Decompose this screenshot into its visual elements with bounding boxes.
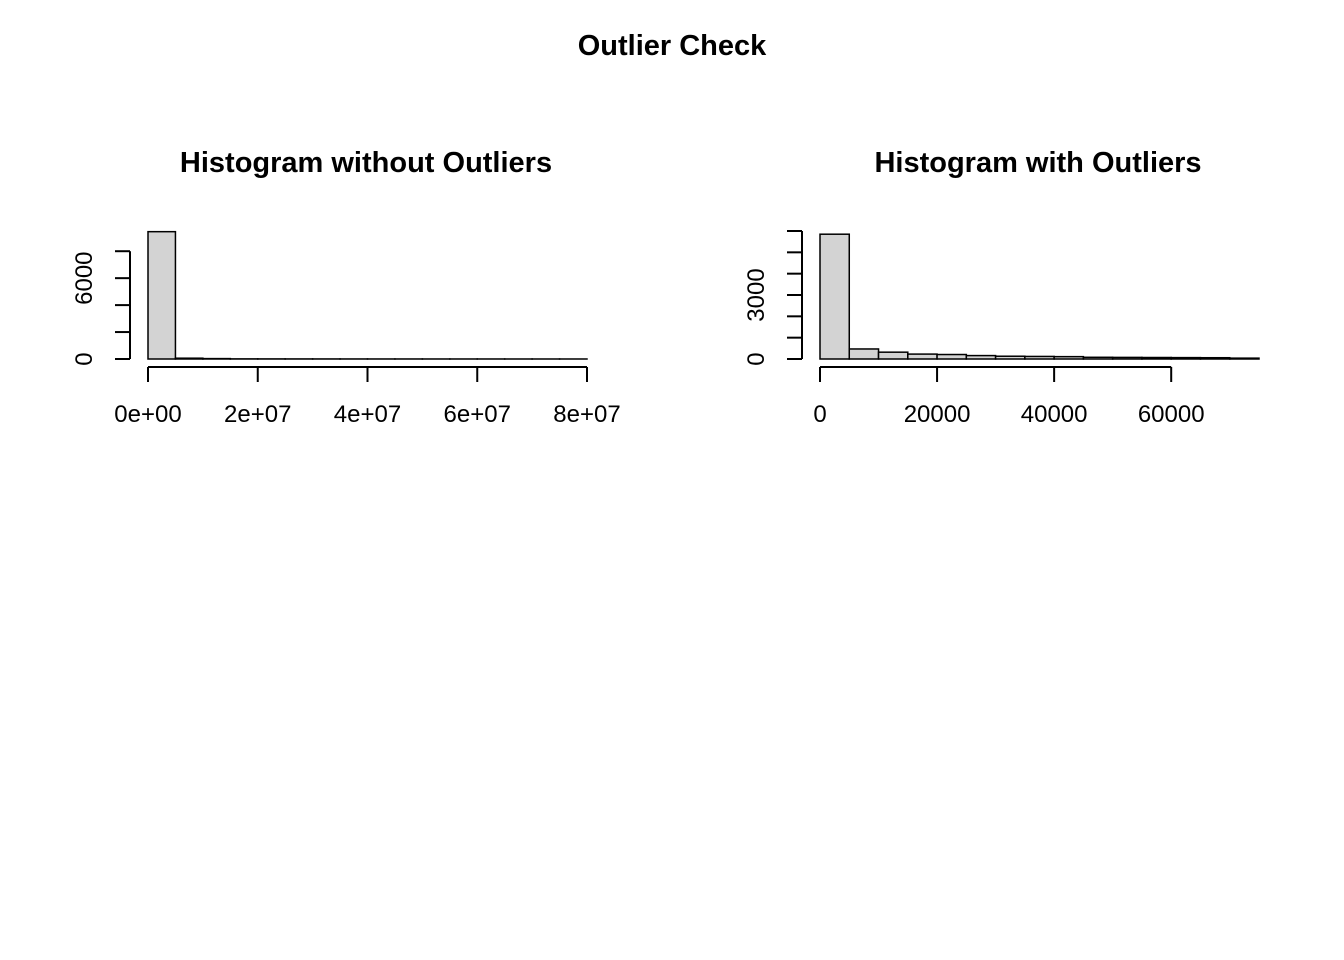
figure-title: Outlier Check: [577, 30, 767, 62]
right-x-tick-label: 60000: [1138, 401, 1205, 428]
right-histogram-bar: [965, 354, 997, 360]
left-histogram-bar: [147, 230, 177, 360]
right-histogram-bar: [1024, 355, 1055, 360]
right-histogram-bar: [936, 353, 968, 360]
left-histogram-panel: Histogram without Outliers 0e+00 2e+07 4e+…: [71, 147, 621, 428]
left-x-tick-label: 6e+07: [444, 401, 511, 428]
left-x-tick-label: 2e+07: [224, 401, 291, 428]
right-x-tick-label: 40000: [1021, 401, 1088, 428]
right-histogram-bar: [1199, 356, 1231, 360]
right-histogram-bar: [1141, 356, 1172, 360]
right-histogram-panel: Histogram with Outliers 0 20000 40000 60000…: [743, 147, 1260, 428]
right-histogram-bar: [1228, 357, 1260, 360]
left-x-tick-label: 4e+07: [334, 401, 401, 428]
left-histogram-bar: [174, 357, 204, 360]
left-histogram-title: Histogram without Outliers: [180, 147, 552, 179]
right-histogram-bar: [1053, 355, 1085, 360]
right-histogram-bar: [819, 233, 851, 360]
right-histogram-bar: [848, 348, 880, 360]
right-y-tick-label: 3000: [743, 268, 770, 321]
right-histogram-bar: [907, 353, 938, 360]
right-histogram-bar: [877, 351, 909, 360]
left-x-tick-label: 8e+07: [553, 401, 620, 428]
right-y-tick-label: 0: [743, 352, 770, 365]
right-x-tick-label: 0: [813, 401, 826, 428]
left-y-tick-label: 0: [71, 352, 98, 365]
right-histogram-title: Histogram with Outliers: [874, 147, 1201, 179]
right-x-tick-label: 20000: [904, 401, 971, 428]
right-histogram-bar: [1082, 356, 1114, 360]
right-histogram-bar: [1111, 356, 1143, 360]
right-histogram-bar: [1170, 356, 1202, 360]
left-y-tick-label: 6000: [71, 251, 98, 304]
right-histogram-bar: [994, 355, 1026, 360]
left-x-tick-label: 0e+00: [114, 401, 181, 428]
